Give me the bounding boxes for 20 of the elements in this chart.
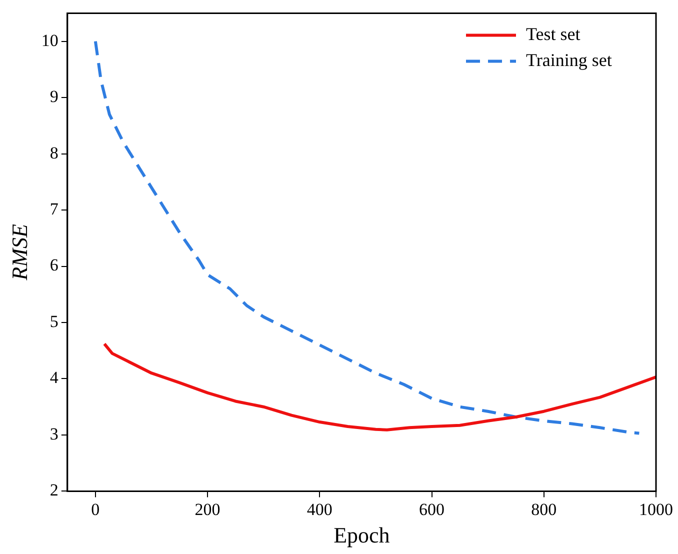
x-axis-title: Epoch: [334, 522, 390, 548]
x-tick-label: 0: [91, 500, 100, 519]
line-series: [94, 40, 641, 435]
y-tick-label: 5: [50, 312, 58, 331]
y-tick-label: 4: [50, 368, 59, 388]
x-tick-label: 1000: [639, 500, 673, 519]
x-tick-label: 400: [306, 500, 332, 519]
y-tick-label: 9: [50, 87, 58, 106]
y-tick-label: 8: [50, 143, 58, 162]
y-axis-title: RMSE: [6, 224, 32, 282]
y-tick-label: 3: [50, 424, 58, 444]
x-tick-label: 800: [531, 500, 557, 519]
y-tick-label: 2: [50, 480, 58, 500]
legend-label: Training set: [526, 50, 612, 70]
y-tick-label: 6: [50, 256, 58, 275]
x-tick-label: 600: [419, 500, 445, 519]
x-tick-label: 200: [194, 500, 220, 519]
legend-label: Test set: [526, 24, 580, 44]
y-tick-label: 10: [41, 30, 58, 50]
y-tick-label: 7: [50, 199, 59, 218]
